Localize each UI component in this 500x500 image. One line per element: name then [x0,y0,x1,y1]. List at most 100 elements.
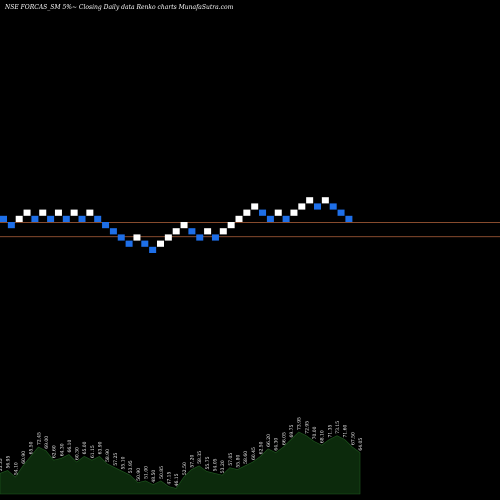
renko-brick-26 [204,228,212,235]
renko-brick-18 [141,240,149,247]
volume-label-39: 73.95 [297,417,303,430]
volume-label-12: 61.15 [90,445,96,458]
volume-label-10: 60.30 [75,447,81,460]
renko-brick-11 [86,209,94,216]
renko-brick-6 [47,215,55,222]
renko-brick-8 [62,215,70,222]
renko-brick-31 [243,209,251,216]
volume-label-41: 70.00 [312,426,318,439]
volume-label-6: 69.00 [44,436,50,449]
renko-brick-23 [180,222,188,229]
renko-brick-37 [290,209,298,216]
renko-brick-32 [251,203,259,210]
volume-label-4: 65.50 [29,441,35,454]
volume-label-7: 62.60 [52,445,58,458]
volume-label-5: 72.45 [36,432,42,445]
volume-label-26: 58.35 [197,451,203,464]
renko-brick-12 [94,215,102,222]
renko-brick-21 [164,234,172,241]
renko-brick-0 [0,215,7,222]
renko-brick-35 [274,209,282,216]
volume-label-19: 51.00 [144,466,150,479]
renko-brick-28 [219,228,227,235]
volume-label-42: 68.10 [320,430,326,443]
volume-label-47: 64.05 [358,438,364,451]
volume-label-36: 64.30 [274,438,280,451]
volume-label-17: 53.95 [128,460,134,473]
renko-brick-1 [7,222,15,229]
volume-label-38: 69.75 [289,424,295,437]
volume-label-21: 50.85 [159,466,165,479]
volume-label-30: 57.05 [228,453,234,466]
volume-label-35: 66.20 [266,434,272,447]
volume-label-1: 56.95 [6,455,12,468]
volume-label-9: 66.10 [67,440,73,453]
volume-label-15: 57.25 [113,453,119,466]
renko-brick-19 [149,246,157,253]
renko-brick-29 [227,222,235,229]
renko-brick-17 [133,234,141,241]
volume-label-32: 58.60 [243,451,249,464]
renko-brick-42 [329,203,337,210]
volume-label-18: 50.90 [136,468,142,481]
renko-brick-44 [345,215,353,222]
volume-label-25: 57.20 [189,455,195,468]
reference-lines [0,222,500,238]
renko-brick-38 [298,203,306,210]
volume-label-14: 58.90 [105,449,111,462]
renko-brick-2 [15,215,23,222]
renko-brick-24 [188,228,196,235]
volume-label-34: 62.50 [258,441,264,454]
volume-label-33: 60.45 [251,447,257,460]
volume-label-46: 67.50 [350,432,356,445]
renko-brick-40 [314,203,321,210]
volume-label-45: 71.60 [343,424,349,437]
volume-label-16: 55.10 [121,456,127,469]
renko-brick-7 [54,209,62,216]
renko-brick-25 [196,234,204,241]
renko-brick-22 [172,228,180,235]
renko-brick-4 [31,215,39,222]
volume-label-24: 52.50 [182,462,188,475]
volume-label-22: 47.15 [167,471,173,484]
renko-brick-3 [23,209,31,216]
renko-brick-39 [306,197,314,204]
volume-label-37: 66.05 [281,432,287,445]
renko-brick-36 [282,215,290,222]
renko-bricks [0,197,353,253]
volume-label-8: 64.30 [59,443,65,456]
renko-brick-33 [259,209,267,216]
volume-label-0: 55.35 [0,458,4,471]
renko-brick-30 [235,215,243,222]
volume-label-44: 73.15 [335,421,341,434]
volume-label-31: 55.80 [235,455,241,468]
renko-brick-14 [109,228,117,235]
volume-label-28: 54.05 [212,458,218,471]
volume-area-path [0,431,361,495]
volume-label-23: 46.15 [174,473,180,486]
volume-label-27: 55.75 [205,456,211,469]
renko-brick-5 [39,209,47,216]
volume-label-40: 72.95 [304,421,310,434]
volume-label-11: 65.00 [82,441,88,454]
volume-label-29: 53.20 [220,460,226,473]
renko-brick-15 [117,234,125,241]
volume-label-2: 54.10 [13,462,19,475]
renko-brick-16 [125,240,133,247]
renko-brick-34 [266,215,274,222]
renko-brick-9 [70,209,78,216]
volume-label-20: 48.50 [151,470,157,483]
renko-brick-20 [157,240,164,247]
renko-brick-27 [211,234,219,241]
renko-brick-10 [78,215,86,222]
renko-brick-43 [337,209,345,216]
volume-label-43: 71.35 [327,424,333,437]
renko-brick-41 [321,197,329,204]
volume-area [0,431,361,495]
volume-label-3: 60.90 [21,451,27,464]
chart-title: NSE FORCAS_SM 5%~ Closing Daily data Ren… [4,4,234,11]
renko-brick-13 [102,222,110,229]
